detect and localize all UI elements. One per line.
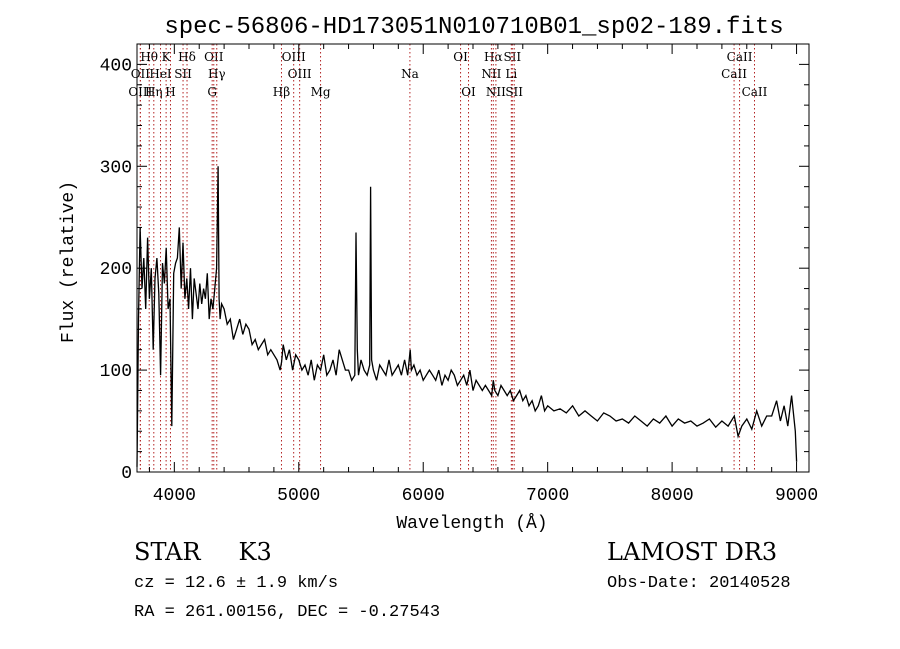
y-tick-label-3: 300 [100, 158, 132, 178]
marker-label-3: Hη [145, 85, 163, 99]
marker-label-8: Hδ [178, 50, 196, 64]
marker-label-2: OIII [128, 85, 152, 99]
marker-label-23: Li [505, 67, 517, 81]
marker-label-21: NII [486, 85, 506, 99]
marker-label-13: OIII [282, 50, 306, 64]
x-tick-label-3: 7000 [526, 486, 569, 506]
marker-label-19: Hα [484, 50, 503, 64]
marker-label-15: Mg [311, 85, 331, 99]
spectrum-series-line [136, 166, 798, 467]
marker-label-7: SII [174, 67, 192, 81]
y-tick-label-2: 200 [100, 260, 132, 280]
marker-label-6: H [165, 85, 175, 99]
marker-label-27: CaII [742, 85, 768, 99]
marker-label-4: K [162, 50, 172, 64]
x-tick-label-2: 6000 [402, 486, 445, 506]
x-tick-label-0: 4000 [153, 486, 196, 506]
observation-date: Obs-Date: 20140528 [607, 574, 791, 593]
y-tick-label-1: 100 [100, 362, 132, 382]
marker-label-26: CaII [721, 67, 747, 81]
x-axis-label: Wavelength (Å) [396, 513, 547, 534]
y-axis-label: Flux (relative) [59, 181, 79, 343]
chart-title: spec-56806-HD173051N010710B01_sp02-189.f… [164, 14, 783, 41]
object-class: STAR [134, 538, 201, 566]
axes: 4000 5000 6000 7000 8000 9000 0 100 200 300 400 [100, 44, 818, 506]
marker-label-20: NII [481, 67, 501, 81]
marker-label-16: Na [401, 67, 419, 81]
redshift-line: cz = 12.6 ± 1.9 km/s [134, 574, 339, 593]
x-tick-label-1: 5000 [277, 486, 320, 506]
marker-label-17: OI [453, 50, 468, 64]
marker-label-12: Hβ [273, 85, 290, 99]
x-tick-label-5: 9000 [775, 486, 818, 506]
plot-frame [136, 43, 810, 473]
marker-label-11: G [207, 85, 217, 99]
marker-label-18: OI [461, 85, 476, 99]
marker-label-24: SII [505, 85, 523, 99]
marker-label-9: OII [204, 50, 224, 64]
marker-label-22: SII [503, 50, 521, 64]
marker-label-0: Hθ [140, 50, 158, 64]
marker-label-25: CaII [727, 50, 753, 64]
marker-label-14: OIII [288, 67, 312, 81]
survey-name: LAMOST DR3 [607, 538, 778, 566]
object-class-line: STAR K3 [134, 538, 272, 566]
marker-label-10: Hγ [208, 67, 226, 81]
coordinates-line: RA = 261.00156, DEC = -0.27543 [134, 603, 441, 622]
y-tick-label-4: 400 [100, 56, 132, 76]
marker-label-1: OII [131, 67, 151, 81]
object-subclass: K3 [238, 538, 272, 566]
x-tick-label-4: 8000 [651, 486, 694, 506]
y-tick-label-0: 0 [121, 464, 132, 484]
marker-label-5: HeI [149, 67, 172, 81]
